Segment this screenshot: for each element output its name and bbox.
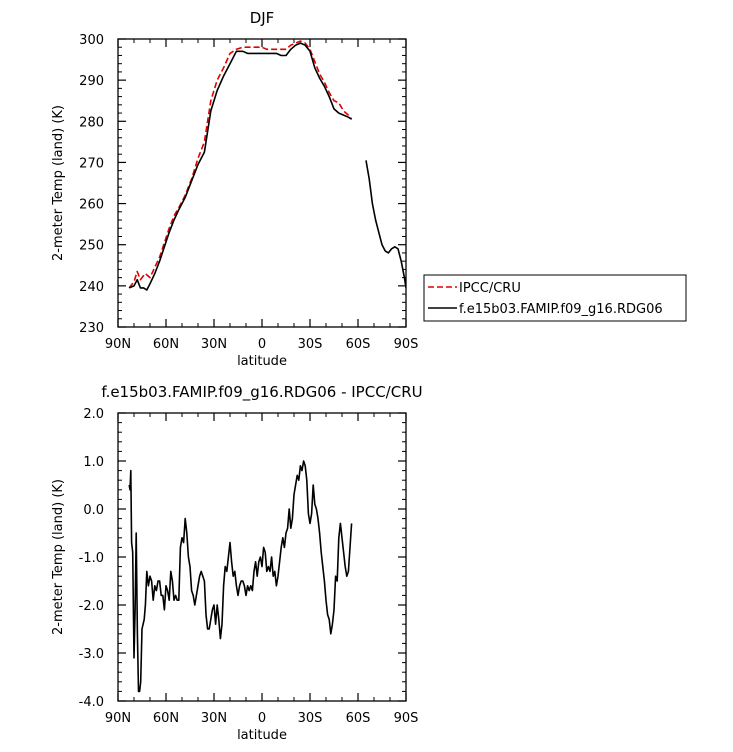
y-tick-label: -2.0: [79, 599, 104, 614]
x-tick-label: 90S: [394, 337, 419, 352]
y-tick-label: 280: [79, 115, 104, 130]
series-line-ipcc-cru-0: [128, 40, 353, 289]
y-tick-label: 0.0: [83, 503, 104, 518]
plot-frame: [117, 38, 407, 328]
y-tick-label: 240: [79, 280, 104, 295]
x-tick-label: 60S: [346, 711, 371, 726]
y-tick-label: 260: [79, 198, 104, 213]
x-tick-label: 0: [258, 711, 266, 726]
chart-title: f.e15b03.FAMIP.f09_g16.RDG06 - IPCC/CRU: [101, 383, 422, 402]
x-tick-label: 60S: [346, 337, 371, 352]
legend-box: [423, 274, 687, 322]
y-tick-label: -1.0: [79, 551, 104, 566]
x-tick-label: 60N: [153, 337, 179, 352]
x-tick-label: 30N: [201, 711, 227, 726]
y-tick-label: 250: [79, 239, 104, 254]
x-axis-label: latitude: [237, 728, 287, 743]
y-tick-label: 300: [79, 33, 104, 48]
series-group: [128, 460, 353, 693]
x-tick-label: 90N: [105, 711, 131, 726]
y-tick-label: 1.0: [83, 455, 104, 470]
series-group: [128, 40, 406, 291]
x-tick-label: 60N: [153, 711, 179, 726]
legend-label: IPCC/CRU: [459, 281, 521, 296]
x-tick-label: 90N: [105, 337, 131, 352]
x-axis-label: latitude: [237, 354, 287, 369]
difference-panel: f.e15b03.FAMIP.f09_g16.RDG06 - IPCC/CRU 9…: [51, 383, 423, 743]
y-tick-label: 270: [79, 156, 104, 171]
legend-label: f.e15b03.FAMIP.f09_g16.RDG06: [459, 302, 663, 317]
y-tick-label: 290: [79, 74, 104, 89]
series-line-difference-0: [128, 460, 353, 693]
series-line-f-e15b03-famip-f09-g16-rdg06-1: [128, 42, 353, 291]
y-tick-label: -4.0: [79, 695, 104, 710]
x-tick-label: 30N: [201, 337, 227, 352]
y-axis-label: 2-meter Temp (land) (K): [51, 105, 66, 261]
series-line-f-e15b03-famip-f09-g16-rdg06-2: [365, 160, 406, 289]
y-tick-label: -3.0: [79, 647, 104, 662]
x-tick-label: 0: [258, 337, 266, 352]
legend: IPCC/CRU f.e15b03.FAMIP.f09_g16.RDG06: [423, 274, 687, 322]
x-tick-label: 90S: [394, 711, 419, 726]
x-tick-label: 30S: [298, 711, 323, 726]
chart-title: DJF: [250, 9, 275, 27]
y-axis-label: 2-meter Temp (land) (K): [51, 479, 66, 635]
djf-temperature-panel: DJF 90N 60N 30N 0 30S 60S 90S 230 240 250 260 270 280…: [51, 9, 418, 369]
x-tick-label: 30S: [298, 337, 323, 352]
y-tick-label: 230: [79, 321, 104, 336]
y-tick-label: 2.0: [83, 407, 104, 422]
